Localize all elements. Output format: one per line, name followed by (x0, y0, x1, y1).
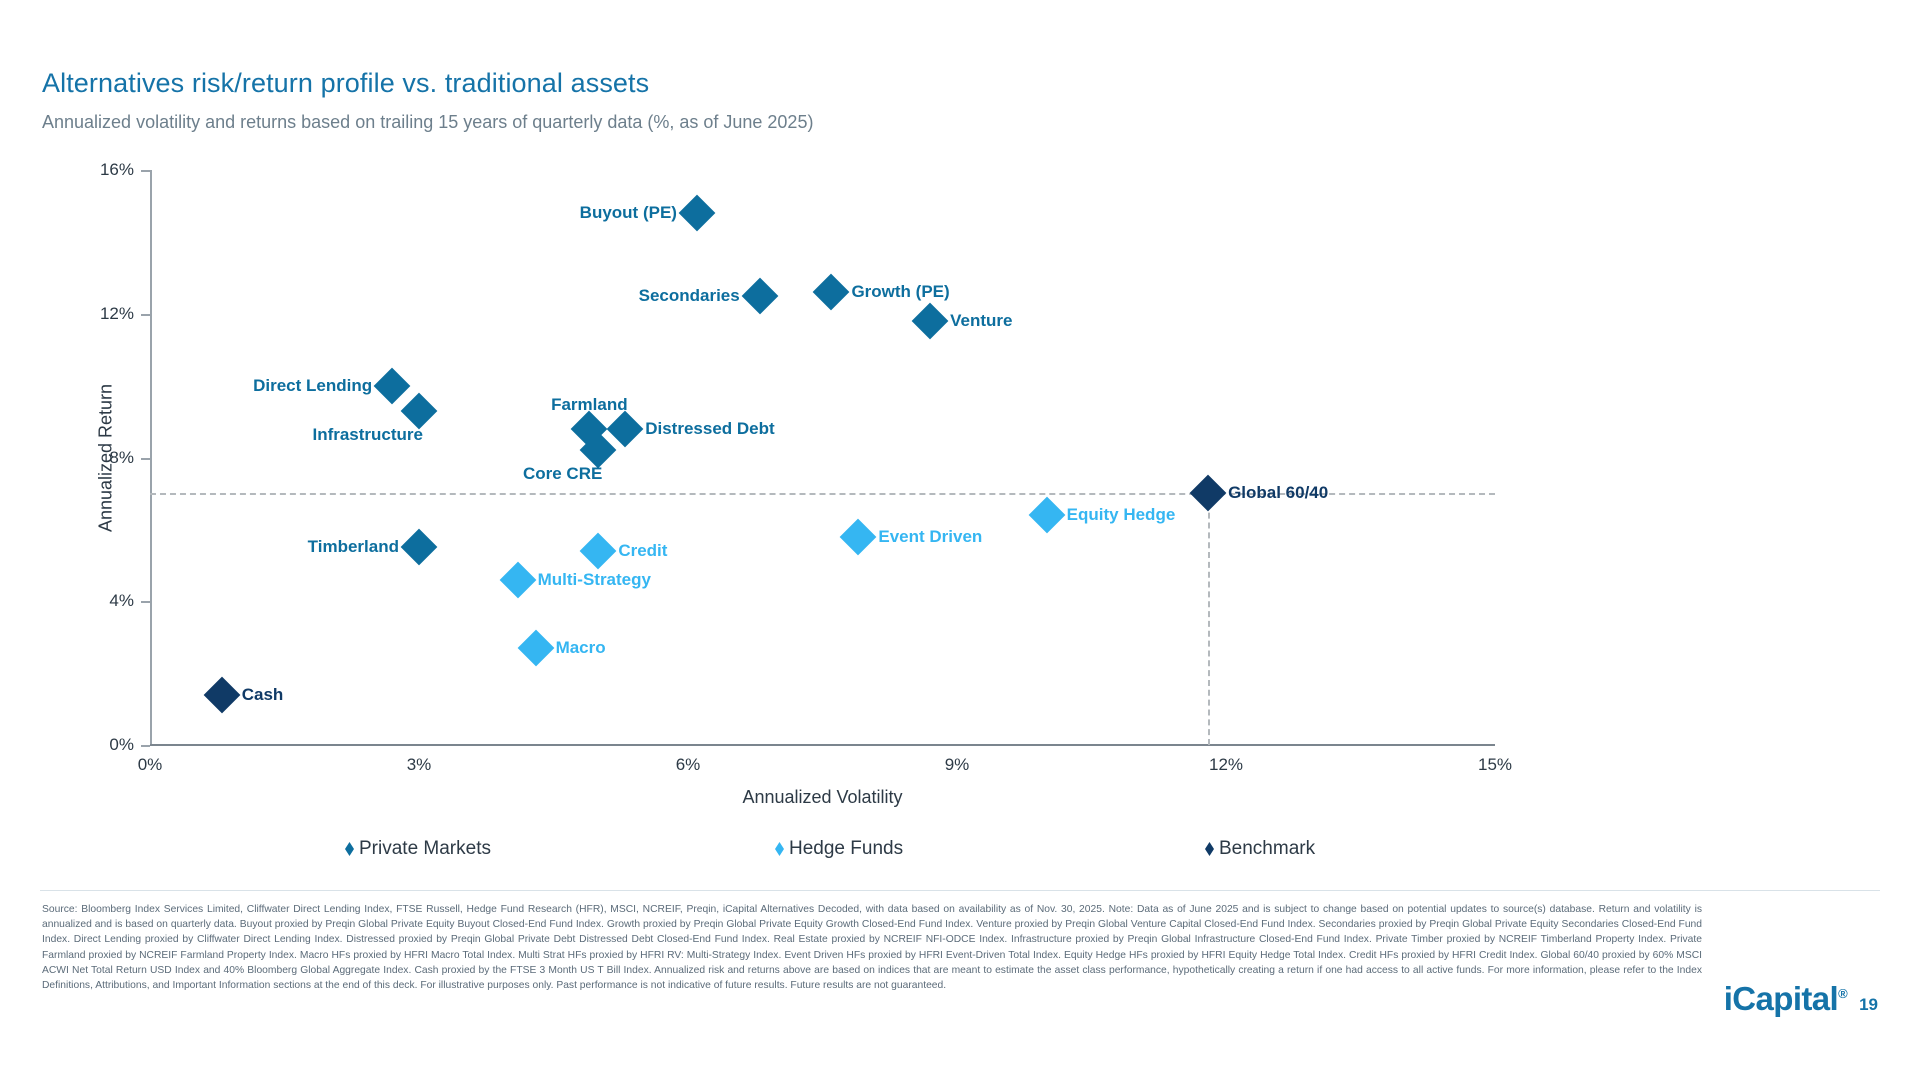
y-tick-label: 8% (109, 447, 134, 467)
y-tick-mark (141, 601, 150, 604)
x-axis-line (150, 744, 1495, 746)
diamond-icon (1205, 842, 1214, 856)
scatter-point-label: Core CRE (522, 464, 603, 484)
scatter-point-label: Buyout (PE) (579, 203, 677, 223)
scatter-point-label: Growth (PE) (851, 282, 950, 302)
y-tick-mark (141, 313, 150, 316)
diamond-marker-icon (678, 194, 716, 232)
legend-item-private-markets[interactable]: Private Markets (345, 838, 491, 860)
registered-mark-icon: ® (1838, 986, 1848, 1001)
legend-item-benchmark[interactable]: Benchmark (1205, 838, 1315, 860)
page-title: Alternatives risk/return profile vs. tra… (42, 68, 650, 98)
y-tick-label: 4% (109, 591, 134, 611)
scatter-point-label: Timberland (307, 537, 399, 557)
y-tick-mark (141, 457, 150, 460)
x-tick-label: 12% (1208, 755, 1244, 774)
legend-item-label: Hedge Funds (789, 838, 904, 859)
scatter-point-label: Multi-Strategy (537, 569, 651, 589)
scatter-point-label: Venture (950, 310, 1013, 330)
scatter-point-label: Event Driven (878, 526, 983, 546)
y-tick-label: 16% (99, 160, 134, 179)
scatter-point-label: Cash (241, 684, 284, 704)
scatter-point-label: Macro (555, 637, 606, 657)
diamond-icon (345, 842, 354, 856)
diamond-marker-icon (839, 518, 877, 555)
brand-block: iCapital® 19 (1724, 980, 1878, 1018)
diamond-marker-icon (400, 392, 438, 430)
diamond-marker-icon (499, 561, 537, 599)
diamond-marker-icon (400, 528, 438, 566)
page-subtitle: Annualized volatility and returns based … (42, 112, 814, 132)
y-axis-line (150, 170, 152, 745)
brand-name: iCapital (1723, 980, 1839, 1017)
scatter-point-label: Infrastructure (312, 424, 423, 444)
diamond-icon (775, 842, 784, 856)
icapital-logo: iCapital® (1723, 980, 1848, 1018)
y-tick-label: 0% (109, 735, 134, 754)
benchmark-vertical-reference-line (1208, 493, 1211, 745)
page-number: 19 (1859, 995, 1878, 1014)
legend-item-hedge-funds[interactable]: Hedge Funds (775, 838, 903, 860)
diamond-marker-icon (606, 410, 644, 448)
diamond-marker-icon (911, 302, 949, 340)
scatter-point-label: Credit (618, 540, 668, 560)
x-tick-label: 6% (675, 755, 701, 774)
y-tick-mark (141, 745, 150, 747)
scatter-point-label: Secondaries (638, 285, 740, 305)
diamond-marker-icon (373, 367, 411, 405)
footer-divider (40, 890, 1880, 891)
scatter-point-label: Distressed Debt (645, 418, 775, 438)
x-axis-title: Annualized Volatility (742, 787, 903, 807)
benchmark-horizontal-reference-line (150, 493, 1495, 496)
x-tick-label: 15% (1477, 755, 1513, 774)
legend-item-label: Benchmark (1219, 838, 1316, 859)
legend-item-label: Private Markets (359, 838, 491, 859)
diamond-marker-icon (1028, 496, 1066, 534)
y-tick-label: 12% (99, 303, 134, 323)
x-tick-label: 3% (406, 755, 432, 774)
scatter-point-label: Farmland (551, 394, 628, 414)
diamond-marker-icon (741, 277, 779, 315)
scatter-point-label: Equity Hedge (1066, 505, 1176, 524)
y-tick-mark (141, 170, 150, 172)
diamond-marker-icon (813, 273, 850, 311)
diamond-marker-icon (517, 629, 554, 667)
x-tick-label: 0% (137, 755, 163, 774)
chart-plot-area: Annualized Return Annualized Volatility … (96, 160, 1512, 807)
source-footnote: Source: Bloomberg Index Services Limited… (42, 904, 1702, 992)
diamond-marker-icon (1189, 475, 1227, 512)
scatter-point-label: Global 60/40 (1228, 483, 1329, 503)
diamond-marker-icon (203, 676, 241, 714)
x-tick-label: 9% (944, 755, 970, 774)
scatter-point-label: Direct Lending (253, 375, 373, 395)
chart-legend: Private Markets Hedge Funds Benchmark (150, 838, 1495, 868)
diamond-marker-icon (579, 532, 617, 570)
